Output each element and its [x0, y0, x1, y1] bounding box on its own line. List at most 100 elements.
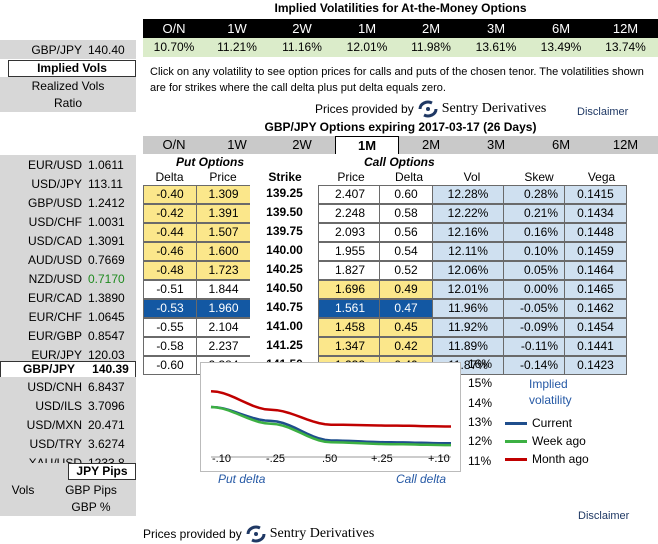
table-row[interactable]: -0.58 2.237 141.25 1.347 0.42 11.89% -0.11% 0.1…	[143, 337, 627, 356]
cell-cprice[interactable]: 2.093	[318, 223, 380, 242]
ratio-button[interactable]: Ratio	[0, 94, 136, 112]
cell-strike: 141.00	[250, 318, 319, 337]
selected-pair[interactable]: GBP/JPY 140.39	[0, 361, 136, 378]
legend-swatch	[505, 457, 527, 461]
cell-strike: 139.75	[250, 223, 319, 242]
table-row[interactable]: -0.55 2.104 141.00 1.458 0.45 11.92% -0.09% 0.1…	[143, 318, 627, 337]
col-vol: Vol	[463, 170, 481, 184]
cell-vega: 0.1459	[564, 242, 627, 261]
cell-pprice[interactable]: 1.844	[196, 280, 251, 299]
cell-vega: 0.1423	[564, 356, 627, 375]
table-row[interactable]: -0.53 1.960 140.75 1.561 0.47 11.96% -0.05% 0.1…	[143, 299, 627, 318]
cell-vol: 12.11%	[432, 242, 504, 261]
pair-value: 6.8437	[88, 379, 125, 394]
cell-cprice[interactable]: 1.827	[318, 261, 380, 280]
currency-pair-row[interactable]: USD/ILS 3.7096	[0, 396, 136, 415]
cell-pprice[interactable]: 2.104	[196, 318, 251, 337]
table-row[interactable]: -0.48 1.723 140.25 1.827 0.52 12.06% 0.05% 0.14…	[143, 261, 627, 280]
tab-tenor-0[interactable]: O/N	[162, 137, 186, 152]
currency-pair-row[interactable]: EUR/CAD 1.3890	[0, 288, 136, 307]
tab-tenor-6[interactable]: 6M	[551, 137, 571, 152]
table-row[interactable]: -0.46 1.600 140.00 1.955 0.54 12.11% 0.10% 0.14…	[143, 242, 627, 261]
table-row[interactable]: -0.40 1.309 139.25 2.407 0.60 12.28% 0.28% 0.14…	[143, 185, 627, 204]
currency-pair-row[interactable]: GBP/USD 1.2412	[0, 193, 136, 212]
tenor-vol-3[interactable]: 12.01%	[346, 40, 388, 54]
currency-pair-row[interactable]: EUR/GBP 0.8547	[0, 326, 136, 345]
cell-pprice[interactable]: 2.237	[196, 337, 251, 356]
tab-tenor-2[interactable]: 2W	[292, 137, 312, 152]
cell-cprice[interactable]: 1.458	[318, 318, 380, 337]
cell-cprice[interactable]: 1.347	[318, 337, 380, 356]
cell-pprice[interactable]: 1.391	[196, 204, 251, 223]
cell-cprice[interactable]: 2.407	[318, 185, 380, 204]
cell-pdelta: -0.55	[143, 318, 197, 337]
tab-tenor-5[interactable]: 3M	[486, 137, 506, 152]
tenor-vol-7[interactable]: 13.74%	[605, 40, 646, 54]
tenor-vol-4[interactable]: 11.98%	[411, 40, 451, 54]
table-row[interactable]: -0.44 1.507 139.75 2.093 0.56 12.16% 0.16% 0.14…	[143, 223, 627, 242]
currency-pair-row[interactable]: USD/MXN 20.471	[0, 415, 136, 434]
cell-skew: 0.10%	[503, 242, 565, 261]
table-row[interactable]: -0.42 1.391 139.50 2.248 0.58 12.22% 0.21% 0.14…	[143, 204, 627, 223]
implied-vols-button[interactable]: Implied Vols	[8, 60, 136, 77]
currency-pair-row[interactable]: USD/JPY 113.11	[0, 174, 136, 193]
currency-pair-row[interactable]: EUR/JPY 120.03	[0, 345, 136, 364]
tenor-vol-2[interactable]: 11.16%	[282, 40, 322, 54]
cell-pprice[interactable]: 1.309	[196, 185, 251, 204]
cell-pprice[interactable]: 1.507	[196, 223, 251, 242]
currency-pair-row[interactable]: EUR/USD 1.0611	[0, 155, 136, 174]
cell-pprice[interactable]: 1.600	[196, 242, 251, 261]
pair-value: 0.7669	[88, 252, 125, 267]
cell-pdelta: -0.58	[143, 337, 197, 356]
pair-value: 20.471	[88, 417, 125, 432]
jpy-pips-button[interactable]: JPY Pips	[68, 463, 136, 480]
table-row[interactable]: -0.51 1.844 140.50 1.696 0.49 12.01% 0.00% 0.14…	[143, 280, 627, 299]
y-tick-label: 13%	[468, 414, 493, 429]
cell-pdelta: -0.60	[143, 356, 197, 375]
cell-pprice[interactable]: 1.723	[196, 261, 251, 280]
pair-name: USD/ILS	[35, 398, 82, 413]
cell-pdelta: -0.46	[143, 242, 197, 261]
disclaimer-link-bottom[interactable]: Disclaimer	[578, 510, 630, 522]
cell-vega: 0.1454	[564, 318, 627, 337]
cell-cprice[interactable]: 1.696	[318, 280, 380, 299]
cell-pprice[interactable]: 1.960	[196, 299, 251, 318]
legend-swatch	[505, 439, 527, 443]
put-delta-label: Put delta	[218, 472, 266, 486]
tenor-vol-0[interactable]: 10.70%	[153, 40, 195, 54]
currency-pair-row[interactable]: USD/CNH 6.8437	[0, 377, 136, 396]
pair-quote: GBP/JPY 140.40	[0, 40, 136, 59]
currency-pair-row[interactable]: USD/CHF 1.0031	[0, 212, 136, 231]
currency-pair-row[interactable]: EUR/CHF 1.0645	[0, 307, 136, 326]
currency-pair-row[interactable]: USD/CAD 1.3091	[0, 231, 136, 250]
pair-value: 1.3890	[88, 290, 125, 305]
currency-pair-row[interactable]: NZD/USD 0.7170	[0, 269, 136, 288]
page-title: Implied Volatilities for At-the-Money Op…	[274, 1, 527, 15]
gbp-pct-button[interactable]: GBP %	[71, 500, 111, 514]
cell-cprice[interactable]: 1.561	[318, 299, 380, 318]
tab-tenor-3[interactable]: 1M	[335, 136, 399, 154]
cell-cdelta: 0.47	[379, 299, 433, 318]
cell-cprice[interactable]: 1.955	[318, 242, 380, 261]
vols-label[interactable]: Vols	[11, 483, 35, 497]
pair-value: 120.03	[88, 347, 125, 362]
disclaimer-link-top[interactable]: Disclaimer	[577, 106, 629, 118]
currency-pair-row[interactable]: USD/TRY 3.6274	[0, 434, 136, 453]
tenor-vol-5[interactable]: 13.61%	[475, 40, 517, 54]
pair-name: NZD/USD	[28, 271, 82, 286]
legend-entry: Week ago	[505, 434, 586, 448]
call-delta-label: Call delta	[396, 472, 447, 486]
tab-tenor-4[interactable]: 2M	[421, 137, 441, 152]
tab-tenor-1[interactable]: 1W	[227, 137, 247, 152]
realized-vols-button[interactable]: Realized Vols	[0, 77, 136, 95]
x-tick-label: +.25	[371, 453, 393, 465]
tenor-vol-6[interactable]: 13.49%	[540, 40, 582, 54]
pair-value: 0.8547	[88, 328, 125, 343]
gbp-pips-button[interactable]: GBP Pips	[65, 483, 117, 497]
pair-name: EUR/GBP	[27, 328, 82, 343]
cell-cprice[interactable]: 2.248	[318, 204, 380, 223]
currency-pair-row[interactable]: AUD/USD 0.7669	[0, 250, 136, 269]
tenor-vol-1[interactable]: 11.21%	[217, 40, 257, 54]
tab-tenor-7[interactable]: 12M	[612, 137, 639, 152]
x-tick-label: -.25	[266, 453, 285, 465]
